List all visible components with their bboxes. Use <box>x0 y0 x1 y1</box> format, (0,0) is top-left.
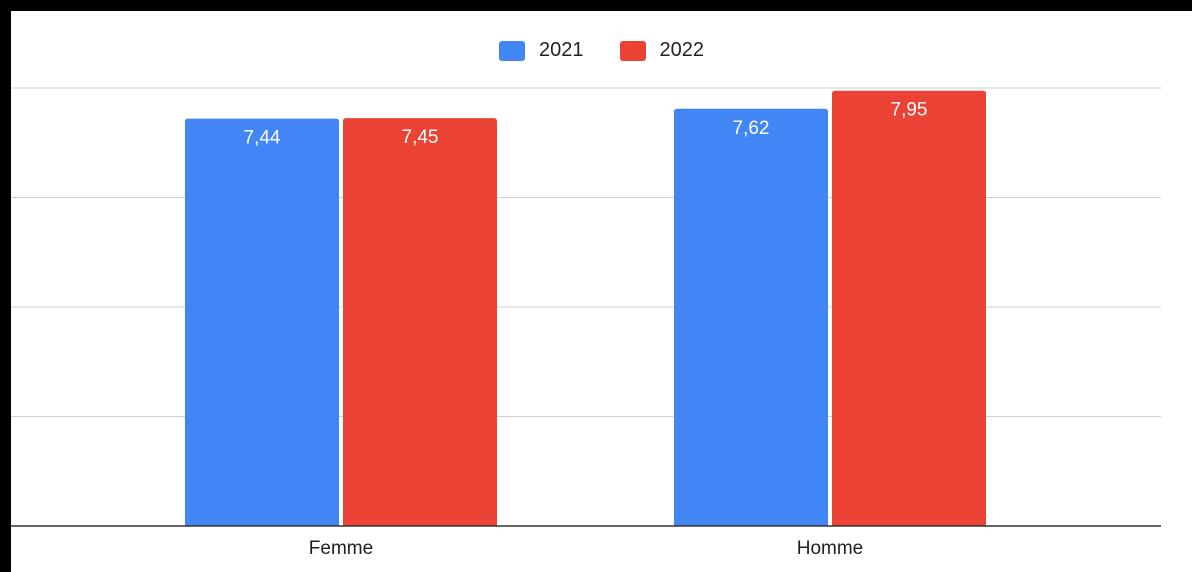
chart-frame: 2021 2022 7,44 7,45 Femme 7,62 7,95 Homme <box>11 11 1192 572</box>
bar-homme-2022 <box>832 90 986 527</box>
legend-item-2021: 2021 <box>499 39 584 62</box>
data-label-femme-2021: 7,44 <box>244 128 281 149</box>
data-label-homme-2022: 7,95 <box>891 100 928 121</box>
legend-item-2022: 2022 <box>619 39 705 62</box>
bar-femme-2021 <box>185 118 339 526</box>
x-tick-label-homme: Homme <box>797 538 864 559</box>
x-tick-label-femme: Femme <box>309 538 373 559</box>
bar-femme-2022 <box>343 118 497 527</box>
legend: 2021 2022 <box>11 39 1192 62</box>
legend-swatch-2021 <box>499 40 525 61</box>
legend-label-2021: 2021 <box>539 39 584 61</box>
bar-chart: 7,44 7,45 Femme 7,62 7,95 Homme <box>11 87 1161 559</box>
data-label-femme-2022: 7,45 <box>402 127 439 148</box>
data-label-homme-2021: 7,62 <box>733 118 770 139</box>
legend-label-2022: 2022 <box>659 39 705 61</box>
legend-swatch-2022 <box>619 40 646 61</box>
bar-homme-2021 <box>674 108 828 527</box>
